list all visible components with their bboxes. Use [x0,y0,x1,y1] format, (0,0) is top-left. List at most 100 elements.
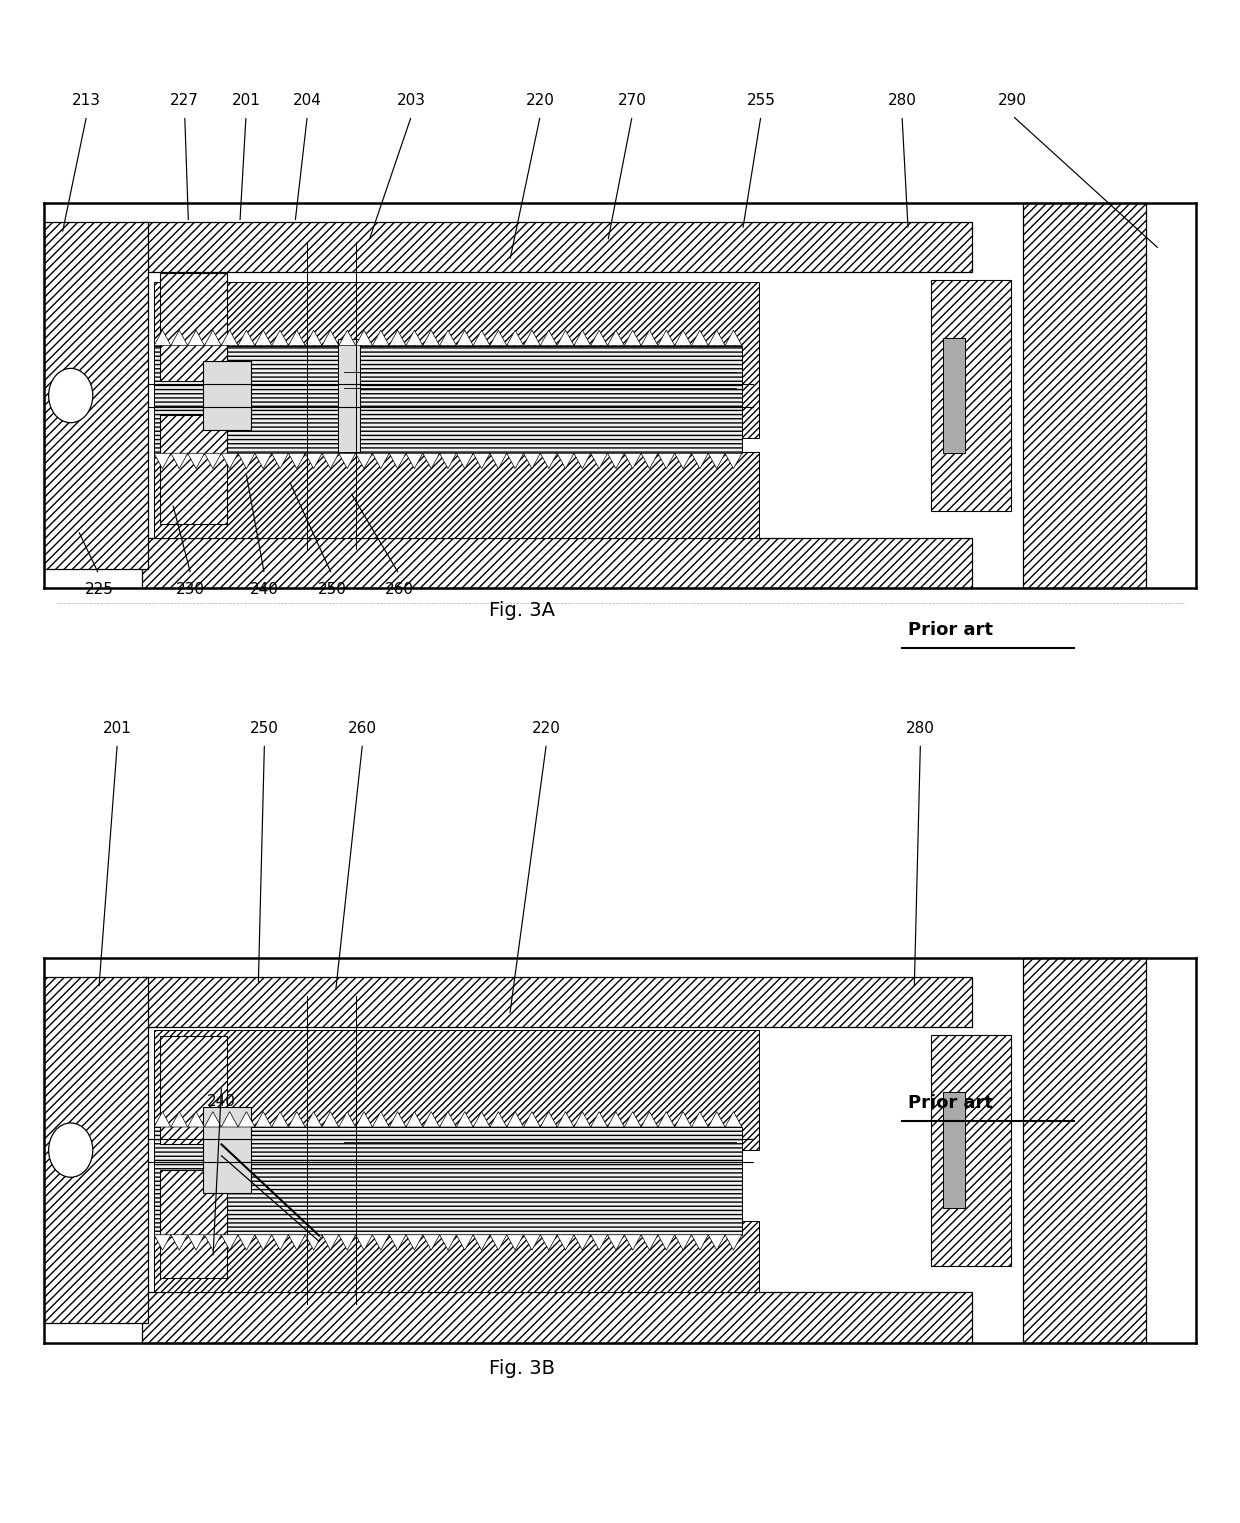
Polygon shape [590,1112,608,1127]
Polygon shape [557,1235,574,1250]
Polygon shape [490,454,507,469]
Polygon shape [171,1235,187,1250]
Polygon shape [507,454,523,469]
Polygon shape [372,1235,389,1250]
Bar [154,282,759,439]
Polygon shape [725,1112,742,1127]
Polygon shape [456,1112,474,1127]
Polygon shape [272,330,289,346]
Polygon shape [708,1112,725,1127]
Polygon shape [608,1112,624,1127]
Polygon shape [658,330,675,346]
Polygon shape [474,454,490,469]
Polygon shape [574,1112,590,1127]
Polygon shape [289,1112,305,1127]
Polygon shape [322,1112,339,1127]
Polygon shape [692,1112,708,1127]
Text: 201: 201 [103,720,131,736]
Polygon shape [439,454,456,469]
Polygon shape [187,330,205,346]
Polygon shape [255,330,272,346]
Polygon shape [389,1112,405,1127]
Polygon shape [372,330,389,346]
Text: Fig. 3A: Fig. 3A [489,602,556,620]
Polygon shape [490,330,507,346]
Bar [160,416,227,524]
Polygon shape [356,1112,372,1127]
Polygon shape [574,454,590,469]
Bar [339,338,360,452]
Polygon shape [675,330,692,346]
Polygon shape [289,454,305,469]
Polygon shape [641,454,658,469]
Polygon shape [439,1112,456,1127]
Polygon shape [356,330,372,346]
Polygon shape [624,330,641,346]
Polygon shape [221,330,238,346]
Polygon shape [171,1112,187,1127]
Polygon shape [692,330,708,346]
Polygon shape [405,454,423,469]
Polygon shape [523,454,541,469]
Polygon shape [423,330,439,346]
Polygon shape [423,454,439,469]
Polygon shape [405,330,423,346]
Polygon shape [541,1112,557,1127]
Polygon shape [557,1112,574,1127]
Polygon shape [490,1235,507,1250]
Bar [203,1107,250,1193]
Polygon shape [490,1112,507,1127]
Polygon shape [238,1112,255,1127]
Text: 270: 270 [618,93,647,108]
Polygon shape [590,1235,608,1250]
Polygon shape [624,1112,641,1127]
Text: 255: 255 [746,93,775,108]
Polygon shape [372,454,389,469]
Polygon shape [154,1112,171,1127]
Polygon shape [339,1235,356,1250]
Polygon shape [439,330,456,346]
Polygon shape [423,1235,439,1250]
Text: 240: 240 [250,582,279,597]
Text: 220: 220 [532,720,560,736]
Polygon shape [405,1235,423,1250]
Bar [160,1170,227,1278]
Text: 230: 230 [176,582,206,597]
Polygon shape [641,1235,658,1250]
Polygon shape [372,1112,389,1127]
Text: Prior art: Prior art [908,621,993,640]
Polygon shape [305,454,322,469]
Bar [154,1127,742,1235]
Polygon shape [322,1235,339,1250]
Polygon shape [272,454,289,469]
Polygon shape [641,330,658,346]
Polygon shape [708,1235,725,1250]
Polygon shape [339,330,356,346]
Text: 280: 280 [906,720,935,736]
Polygon shape [541,1235,557,1250]
Polygon shape [205,330,221,346]
Polygon shape [590,454,608,469]
Polygon shape [608,1235,624,1250]
Polygon shape [322,330,339,346]
Text: 290: 290 [998,93,1027,108]
Text: Fig. 3B: Fig. 3B [489,1359,556,1378]
Polygon shape [255,1112,272,1127]
Text: 260: 260 [348,720,377,736]
Polygon shape [339,1112,356,1127]
Bar [160,273,227,381]
Polygon shape [205,454,221,469]
Polygon shape [641,1112,658,1127]
Polygon shape [356,1235,372,1250]
Polygon shape [523,330,541,346]
Polygon shape [725,454,742,469]
Polygon shape [541,454,557,469]
Circle shape [48,369,93,423]
Polygon shape [474,1112,490,1127]
Bar [154,1221,759,1293]
Bar [203,361,250,429]
Text: 225: 225 [84,582,113,597]
Polygon shape [675,454,692,469]
Polygon shape [557,454,574,469]
Bar [154,452,759,538]
